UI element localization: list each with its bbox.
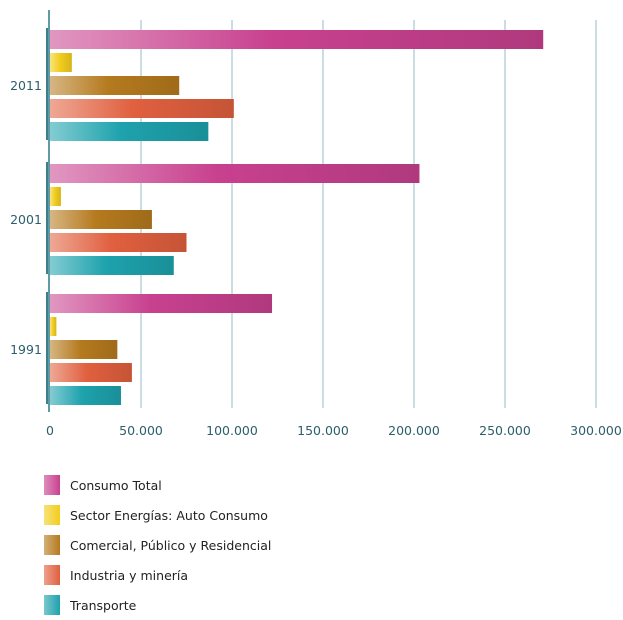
- gridlines: [140, 20, 597, 408]
- legend-swatch: [44, 535, 60, 555]
- bar: [50, 30, 544, 49]
- bar: [50, 76, 180, 95]
- x-tick-label: 300.000: [570, 423, 622, 438]
- bar-chart: 2011 2001 1991 0 50.000 100.000 150.000 200.000…: [10, 10, 622, 438]
- bar: [50, 294, 273, 313]
- legend-label: Industria y minería: [70, 567, 189, 583]
- legend-swatch: [44, 475, 60, 495]
- category-label: 2001: [10, 212, 42, 227]
- axes: 2011 2001 1991 0 50.000 100.000 150.000 200.000…: [10, 10, 622, 438]
- bar: [50, 122, 209, 141]
- x-tick-label: 0: [46, 423, 54, 438]
- bar: [50, 256, 174, 275]
- bar: [50, 386, 121, 405]
- bar: [50, 340, 118, 359]
- legend-swatch: [44, 565, 60, 585]
- bar: [50, 233, 187, 252]
- x-tick-label: 250.000: [479, 423, 531, 438]
- legend-item: Comercial, Público y Residencial: [44, 530, 271, 560]
- legend-label: Sector Energías: Auto Consumo: [70, 507, 268, 523]
- legend-item: Consumo Total: [44, 470, 271, 500]
- legend-item: Industria y minería: [44, 560, 271, 590]
- bar: [50, 317, 57, 336]
- bar: [50, 187, 61, 206]
- bar: [50, 164, 420, 183]
- x-tick-label: 150.000: [297, 423, 349, 438]
- category-label: 2011: [10, 78, 42, 93]
- bar: [50, 363, 132, 382]
- bar: [50, 53, 72, 72]
- bars: [50, 30, 544, 405]
- legend-swatch: [44, 595, 60, 615]
- legend-item: Sector Energías: Auto Consumo: [44, 500, 271, 530]
- legend-label: Transporte: [70, 597, 137, 613]
- legend: Consumo Total Sector Energías: Auto Cons…: [44, 470, 271, 620]
- bar: [50, 99, 234, 118]
- x-tick-label: 200.000: [388, 423, 440, 438]
- legend-label: Comercial, Público y Residencial: [70, 537, 272, 553]
- legend-label: Consumo Total: [70, 477, 162, 493]
- legend-swatch: [44, 505, 60, 525]
- x-tick-label: 100.000: [206, 423, 258, 438]
- legend-item: Transporte: [44, 590, 271, 620]
- category-label: 1991: [10, 342, 42, 357]
- bar: [50, 210, 152, 229]
- x-tick-label: 50.000: [119, 423, 163, 438]
